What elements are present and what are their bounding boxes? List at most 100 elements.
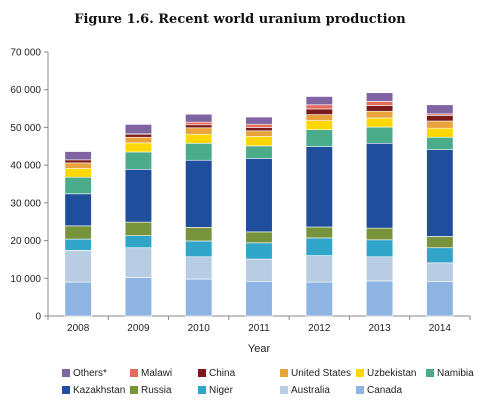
- bar-segment-australia-2008: [64, 250, 92, 283]
- bar-segment-namibia-2008: [64, 176, 92, 195]
- bar-segment-malawi-2011: [245, 123, 273, 128]
- legend-label-malawi: Malawi: [141, 368, 172, 379]
- bar-segment-russia-2010: [185, 227, 213, 242]
- x-tick-label: 2014: [429, 323, 452, 334]
- bar-segment-united-states-2008: [64, 162, 92, 169]
- bar-segment-russia-2009: [124, 221, 152, 236]
- bar-segment-malawi-2013: [366, 101, 394, 106]
- y-axis: 0 10 000 20 000 30 000 40 000 50 000 60 000 70 …: [10, 48, 49, 323]
- x-axis-title: Year: [248, 343, 271, 355]
- bar-segment-uzbekistan-2010: [185, 133, 213, 144]
- bar-segment-kazakhstan-2011: [245, 158, 273, 233]
- bar-segment-niger-2011: [245, 242, 273, 260]
- legend-swatch-canada: [356, 386, 364, 394]
- legend-swatch-malawi: [130, 369, 138, 377]
- bar-segment-niger-2014: [426, 247, 454, 264]
- bar-segment-namibia-2010: [185, 142, 213, 161]
- bar-segment-others-2012: [305, 96, 333, 106]
- bar-segment-russia-2008: [64, 225, 92, 240]
- bar-segment-china-2008: [64, 159, 92, 164]
- bar-segment-canada-2009: [124, 277, 152, 317]
- bar-segment-russia-2011: [245, 231, 273, 244]
- legend-swatch-kazakhstan: [62, 386, 70, 394]
- bar-segment-kazakhstan-2009: [124, 168, 152, 223]
- bar-segment-canada-2010: [185, 278, 213, 317]
- bar-segment-russia-2012: [305, 226, 333, 239]
- bar-segment-china-2009: [124, 133, 152, 138]
- y-tick-label: 60 000: [10, 85, 41, 96]
- bar-segment-australia-2009: [124, 247, 152, 278]
- legend-swatch-russia: [130, 386, 138, 394]
- bar-segment-namibia-2011: [245, 145, 273, 159]
- legend-swatch-uzbekistan: [356, 369, 364, 377]
- bar-segment-niger-2013: [366, 239, 394, 258]
- bar-segment-russia-2013: [366, 227, 394, 241]
- bar-segment-united-states-2014: [426, 120, 454, 129]
- bar-segment-malawi-2010: [185, 121, 213, 126]
- y-tick-label: 40 000: [10, 161, 41, 172]
- bar-segment-uzbekistan-2009: [124, 142, 152, 153]
- bar-segment-others-2008: [64, 151, 92, 161]
- legend-swatch-niger: [198, 386, 206, 394]
- legend-label-uzbekistan: Uzbekistan: [367, 368, 416, 379]
- bar-segment-china-2010: [185, 124, 213, 129]
- bar-segment-united-states-2011: [245, 130, 273, 137]
- y-tick-label: 50 000: [10, 123, 41, 134]
- bar-segment-canada-2011: [245, 281, 273, 317]
- bar-segment-niger-2012: [305, 237, 333, 256]
- bar-segment-malawi-2012: [305, 104, 333, 110]
- bar-segment-united-states-2009: [124, 136, 152, 144]
- bar-segment-russia-2014: [426, 236, 454, 249]
- bar-segment-kazakhstan-2013: [366, 142, 394, 229]
- legend-swatch-china: [198, 369, 206, 377]
- legend-swatch-australia: [280, 386, 288, 394]
- bar-segment-china-2014: [426, 115, 454, 122]
- x-tick-label: 2011: [248, 323, 270, 334]
- x-tick-label: 2012: [308, 323, 331, 334]
- x-tick-label: 2010: [188, 323, 211, 334]
- bar-segment-namibia-2012: [305, 129, 333, 147]
- bar-segment-niger-2008: [64, 238, 92, 251]
- y-tick-label: 30 000: [10, 198, 41, 209]
- y-tick-label: 70 000: [10, 48, 41, 59]
- bar-segment-australia-2011: [245, 258, 273, 282]
- legend-label-australia: Australia: [291, 385, 330, 396]
- bar-segment-australia-2014: [426, 262, 454, 282]
- bar-segment-others-2010: [185, 113, 213, 123]
- bar-segment-canada-2014: [426, 281, 454, 317]
- bar-segment-namibia-2009: [124, 151, 152, 170]
- legend-swatch-united-states: [280, 369, 288, 377]
- legend-label-others: Others*: [73, 368, 107, 379]
- legend-label-canada: Canada: [367, 385, 402, 396]
- bar-segment-united-states-2010: [185, 127, 213, 135]
- bar-segment-others-2014: [426, 104, 454, 115]
- bar-segment-uzbekistan-2013: [366, 117, 394, 128]
- bar-segment-kazakhstan-2008: [64, 193, 92, 227]
- bar-segment-kazakhstan-2012: [305, 146, 333, 228]
- x-tick-label: 2008: [67, 323, 90, 334]
- bar-segment-united-states-2013: [366, 110, 394, 119]
- bars: [64, 92, 454, 317]
- bar-segment-kazakhstan-2010: [185, 159, 213, 228]
- bar-segment-namibia-2013: [366, 126, 394, 144]
- bar-segment-canada-2012: [305, 281, 333, 317]
- bar-segment-united-states-2012: [305, 114, 333, 121]
- legend-label-china: China: [209, 368, 236, 379]
- bar-segment-china-2011: [245, 127, 273, 132]
- legend-label-kazakhstan: Kazakhstan: [73, 385, 125, 396]
- bar-segment-australia-2013: [366, 256, 394, 282]
- legend-label-russia: Russia: [141, 385, 172, 396]
- chart-title: Figure 1.6. Recent world uranium product…: [74, 12, 406, 27]
- bar-segment-others-2013: [366, 92, 394, 102]
- bar-segment-others-2011: [245, 116, 273, 125]
- bar-segment-china-2013: [366, 105, 394, 112]
- bar-segment-niger-2009: [124, 235, 152, 249]
- bar-segment-canada-2008: [64, 281, 92, 317]
- bar-segment-china-2012: [305, 108, 333, 115]
- x-axis: 2008 2009 2010 2011 2012 2013 2014: [47, 315, 471, 334]
- bar-segment-australia-2010: [185, 256, 213, 280]
- bar-segment-uzbekistan-2014: [426, 127, 454, 138]
- y-tick-label: 10 000: [10, 274, 41, 285]
- y-tick-label: 20 000: [10, 236, 41, 247]
